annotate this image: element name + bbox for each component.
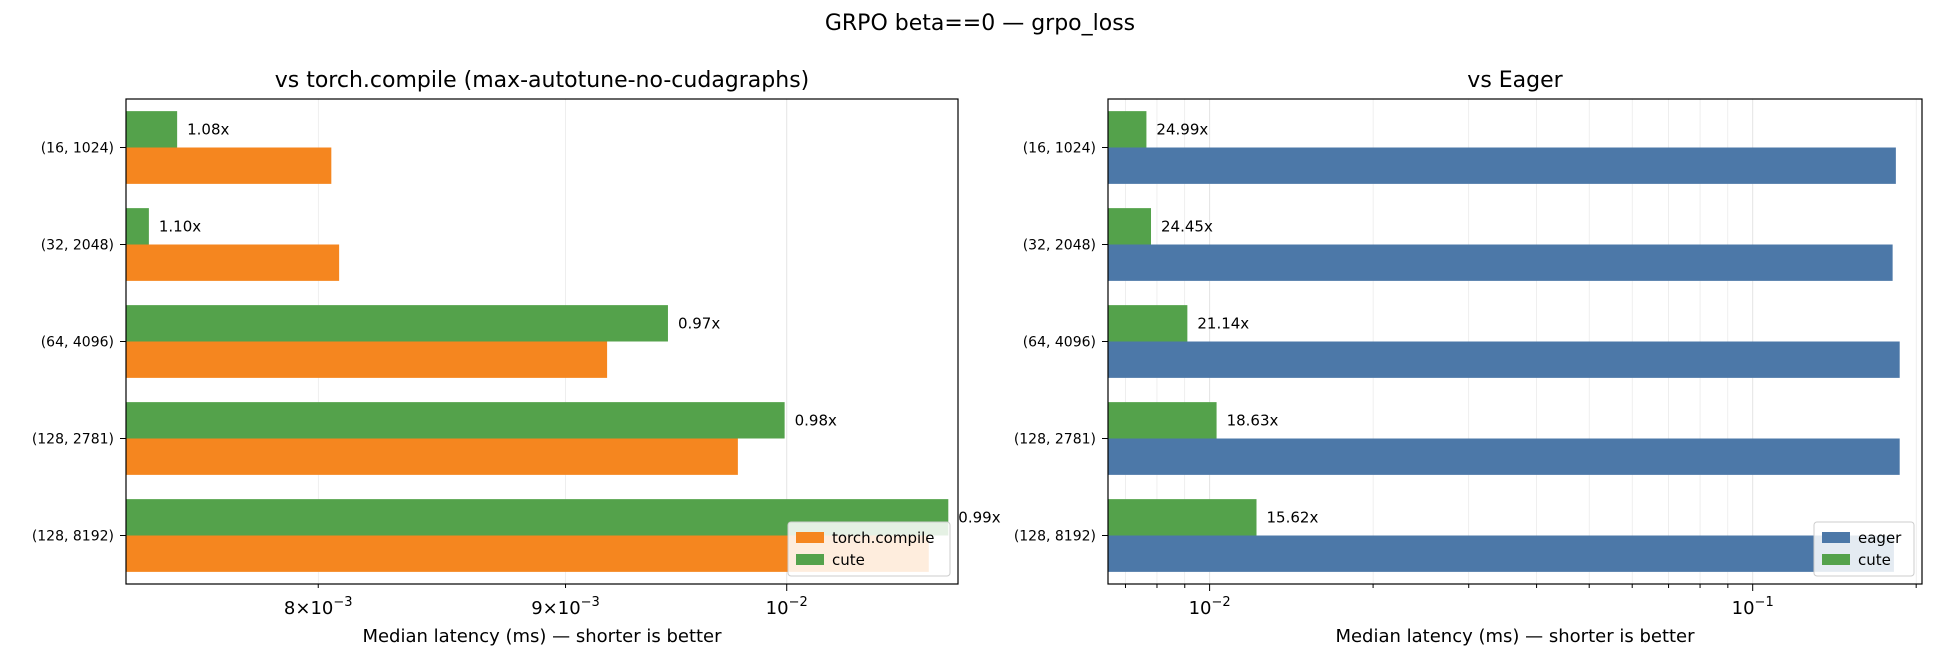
y-tick-label: (16, 1024) — [41, 141, 114, 157]
bar-torch-compile — [126, 244, 340, 281]
bar-eager — [1108, 438, 1900, 475]
speedup-label: 15.62x — [1267, 508, 1319, 526]
chart-panel-vs-torch-compile: 1.08x (16, 1024) 1.10x (32, 2048) 0.97x (64, … — [32, 68, 1001, 647]
bar-cute — [126, 111, 178, 148]
y-tick-label: (32, 2048) — [41, 238, 114, 254]
x-tick-mantissa: 9 — [531, 598, 542, 619]
x-tick-label: 10−1 — [1732, 595, 1774, 619]
bar-cute — [1108, 499, 1257, 536]
y-tick-label: (16, 1024) — [1023, 141, 1096, 157]
legend-swatch — [796, 532, 824, 543]
x-tick-exponent: −2 — [1211, 595, 1230, 610]
legend: torch.compile cute — [787, 521, 951, 577]
x-axis-label: Median latency (ms) — shorter is better — [362, 626, 722, 647]
x-tick-exponent: −2 — [789, 595, 808, 610]
axes-frame — [1107, 98, 1923, 585]
bar-cute — [126, 402, 785, 439]
y-tick-label: (64, 4096) — [1023, 335, 1096, 351]
legend-label: cute — [1858, 551, 1891, 569]
bar-cute — [1108, 305, 1188, 342]
speedup-label: 1.08x — [187, 120, 229, 138]
speedup-label: 0.97x — [678, 314, 720, 332]
bar-cute — [1108, 402, 1217, 439]
bar-torch-compile — [126, 147, 332, 184]
legend-swatch — [1822, 532, 1850, 543]
speedup-label: 24.99x — [1156, 120, 1208, 138]
speedup-label: 18.63x — [1227, 411, 1279, 429]
x-tick-exponent: −1 — [1755, 595, 1774, 610]
x-tick-mantissa: 8 — [284, 598, 295, 619]
y-tick-label: (128, 8192) — [32, 529, 114, 545]
speedup-label: 0.98x — [795, 411, 837, 429]
legend-label: torch.compile — [832, 529, 935, 547]
chart-title: vs Eager — [1467, 68, 1563, 93]
x-tick-exponent: −3 — [581, 595, 600, 610]
x-tick-label: 10−2 — [1189, 595, 1231, 619]
bar-torch-compile — [126, 341, 608, 378]
bar-eager — [1108, 535, 1894, 572]
bar-eager — [1108, 244, 1893, 281]
x-tick-labels: 8×10−3 9×10−3 10−2 — [284, 595, 808, 619]
x-tick-label: 9×10−3 — [531, 595, 600, 619]
legend-swatch — [1822, 554, 1850, 565]
bar-cute — [1108, 111, 1147, 148]
legend-box — [787, 521, 951, 577]
bar-cute — [126, 208, 149, 245]
bar-eager — [1108, 341, 1900, 378]
figure-title: GRPO beta==0 — grpo_loss — [825, 11, 1135, 36]
y-tick-label: (128, 2781) — [32, 432, 114, 448]
x-tick-label: 10−2 — [766, 595, 808, 619]
legend-label: eager — [1858, 529, 1902, 547]
bars: 1.08x (16, 1024) 1.10x (32, 2048) 0.97x (64, … — [32, 111, 1001, 572]
bar-torch-compile — [126, 438, 738, 475]
bars: 24.99x (16, 1024) 24.45x (32, 2048) 21.14x (6… — [1014, 111, 1900, 572]
bar-cute — [1108, 208, 1152, 245]
bar-eager — [1108, 147, 1896, 184]
x-tick-label: 8×10−3 — [284, 595, 353, 619]
legend-label: cute — [832, 551, 865, 569]
chart-panel-vs-eager: 24.99x (16, 1024) 24.45x (32, 2048) 21.14x (6… — [1014, 68, 1923, 647]
y-tick-label: (128, 2781) — [1014, 432, 1096, 448]
y-tick-label: (32, 2048) — [1023, 238, 1096, 254]
speedup-label: 21.14x — [1197, 314, 1249, 332]
legend: eager cute — [1813, 521, 1915, 577]
legend-swatch — [796, 554, 824, 565]
axes-frame — [125, 98, 959, 585]
speedup-label: 0.99x — [958, 508, 1000, 526]
y-tick-label: (64, 4096) — [41, 335, 114, 351]
speedup-label: 24.45x — [1161, 217, 1213, 235]
y-tick-label: (128, 8192) — [1014, 529, 1096, 545]
x-tick-exponent: −3 — [333, 595, 352, 610]
x-axis-label: Median latency (ms) — shorter is better — [1335, 626, 1695, 647]
bar-cute — [126, 305, 668, 342]
x-tick-labels: 10−2 10−1 — [1189, 595, 1774, 619]
chart-title: vs torch.compile (max-autotune-no-cudagr… — [275, 68, 810, 93]
speedup-label: 1.10x — [159, 217, 201, 235]
